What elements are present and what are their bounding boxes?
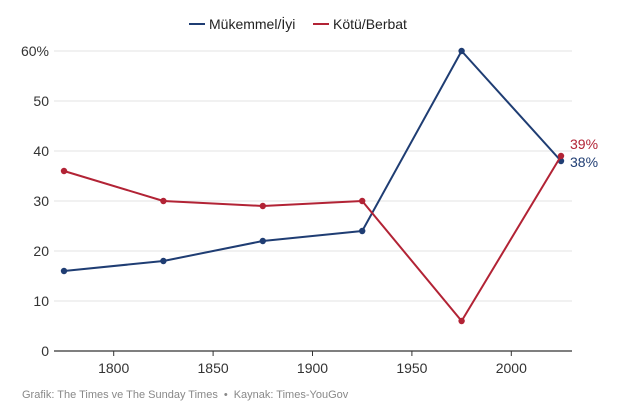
- y-tick-label: 20: [33, 243, 49, 259]
- chart-footer: Grafik: The Times ve The Sunday Times • Ka…: [22, 389, 348, 401]
- y-axis: 0 10 20 30 40 50 60%: [21, 43, 49, 359]
- series-group: 39%: [60, 136, 598, 325]
- legend-label: Mükemmel/İyi: [209, 15, 295, 32]
- data-point: [259, 237, 266, 245]
- x-tick-label: 2000: [496, 360, 527, 376]
- data-point: [359, 197, 366, 205]
- data-point: [557, 152, 565, 160]
- data-point: [160, 257, 167, 265]
- data-point: [458, 47, 465, 55]
- series-layer: 38%39%: [60, 47, 598, 325]
- series-line: [63, 50, 562, 272]
- series-end-label: 39%: [570, 136, 598, 152]
- footer-credit: Grafik: The Times ve The Sunday Times: [22, 389, 218, 401]
- x-axis: 1800 1850 1900 1950 2000: [98, 351, 527, 376]
- data-point: [458, 317, 465, 325]
- x-tick-label: 1900: [297, 360, 328, 376]
- y-tick-label: 0: [41, 343, 49, 359]
- legend-label: Kötü/Berbat: [333, 16, 407, 32]
- data-point: [259, 202, 266, 210]
- gridlines: [54, 50, 572, 352]
- x-tick-label: 1950: [396, 360, 427, 376]
- series-group: 38%: [60, 47, 598, 275]
- y-tick-label: 30: [33, 193, 49, 209]
- x-tick-label: 1800: [98, 360, 129, 376]
- y-tick-label: 10: [33, 293, 49, 309]
- data-point: [359, 227, 366, 235]
- y-tick-label: 60%: [21, 43, 49, 59]
- footer-separator: •: [223, 389, 228, 401]
- series-line: [63, 155, 562, 322]
- legend: Mükemmel/İyi Kötü/Berbat: [189, 15, 407, 32]
- data-point: [60, 267, 68, 275]
- series-end-label: 38%: [570, 154, 598, 170]
- y-tick-label: 50: [33, 93, 49, 109]
- data-point: [160, 197, 167, 205]
- x-tick-label: 1850: [198, 360, 229, 376]
- footer-source: Kaynak: Times-YouGov: [233, 389, 349, 401]
- y-tick-label: 40: [33, 143, 49, 159]
- data-point: [60, 167, 68, 175]
